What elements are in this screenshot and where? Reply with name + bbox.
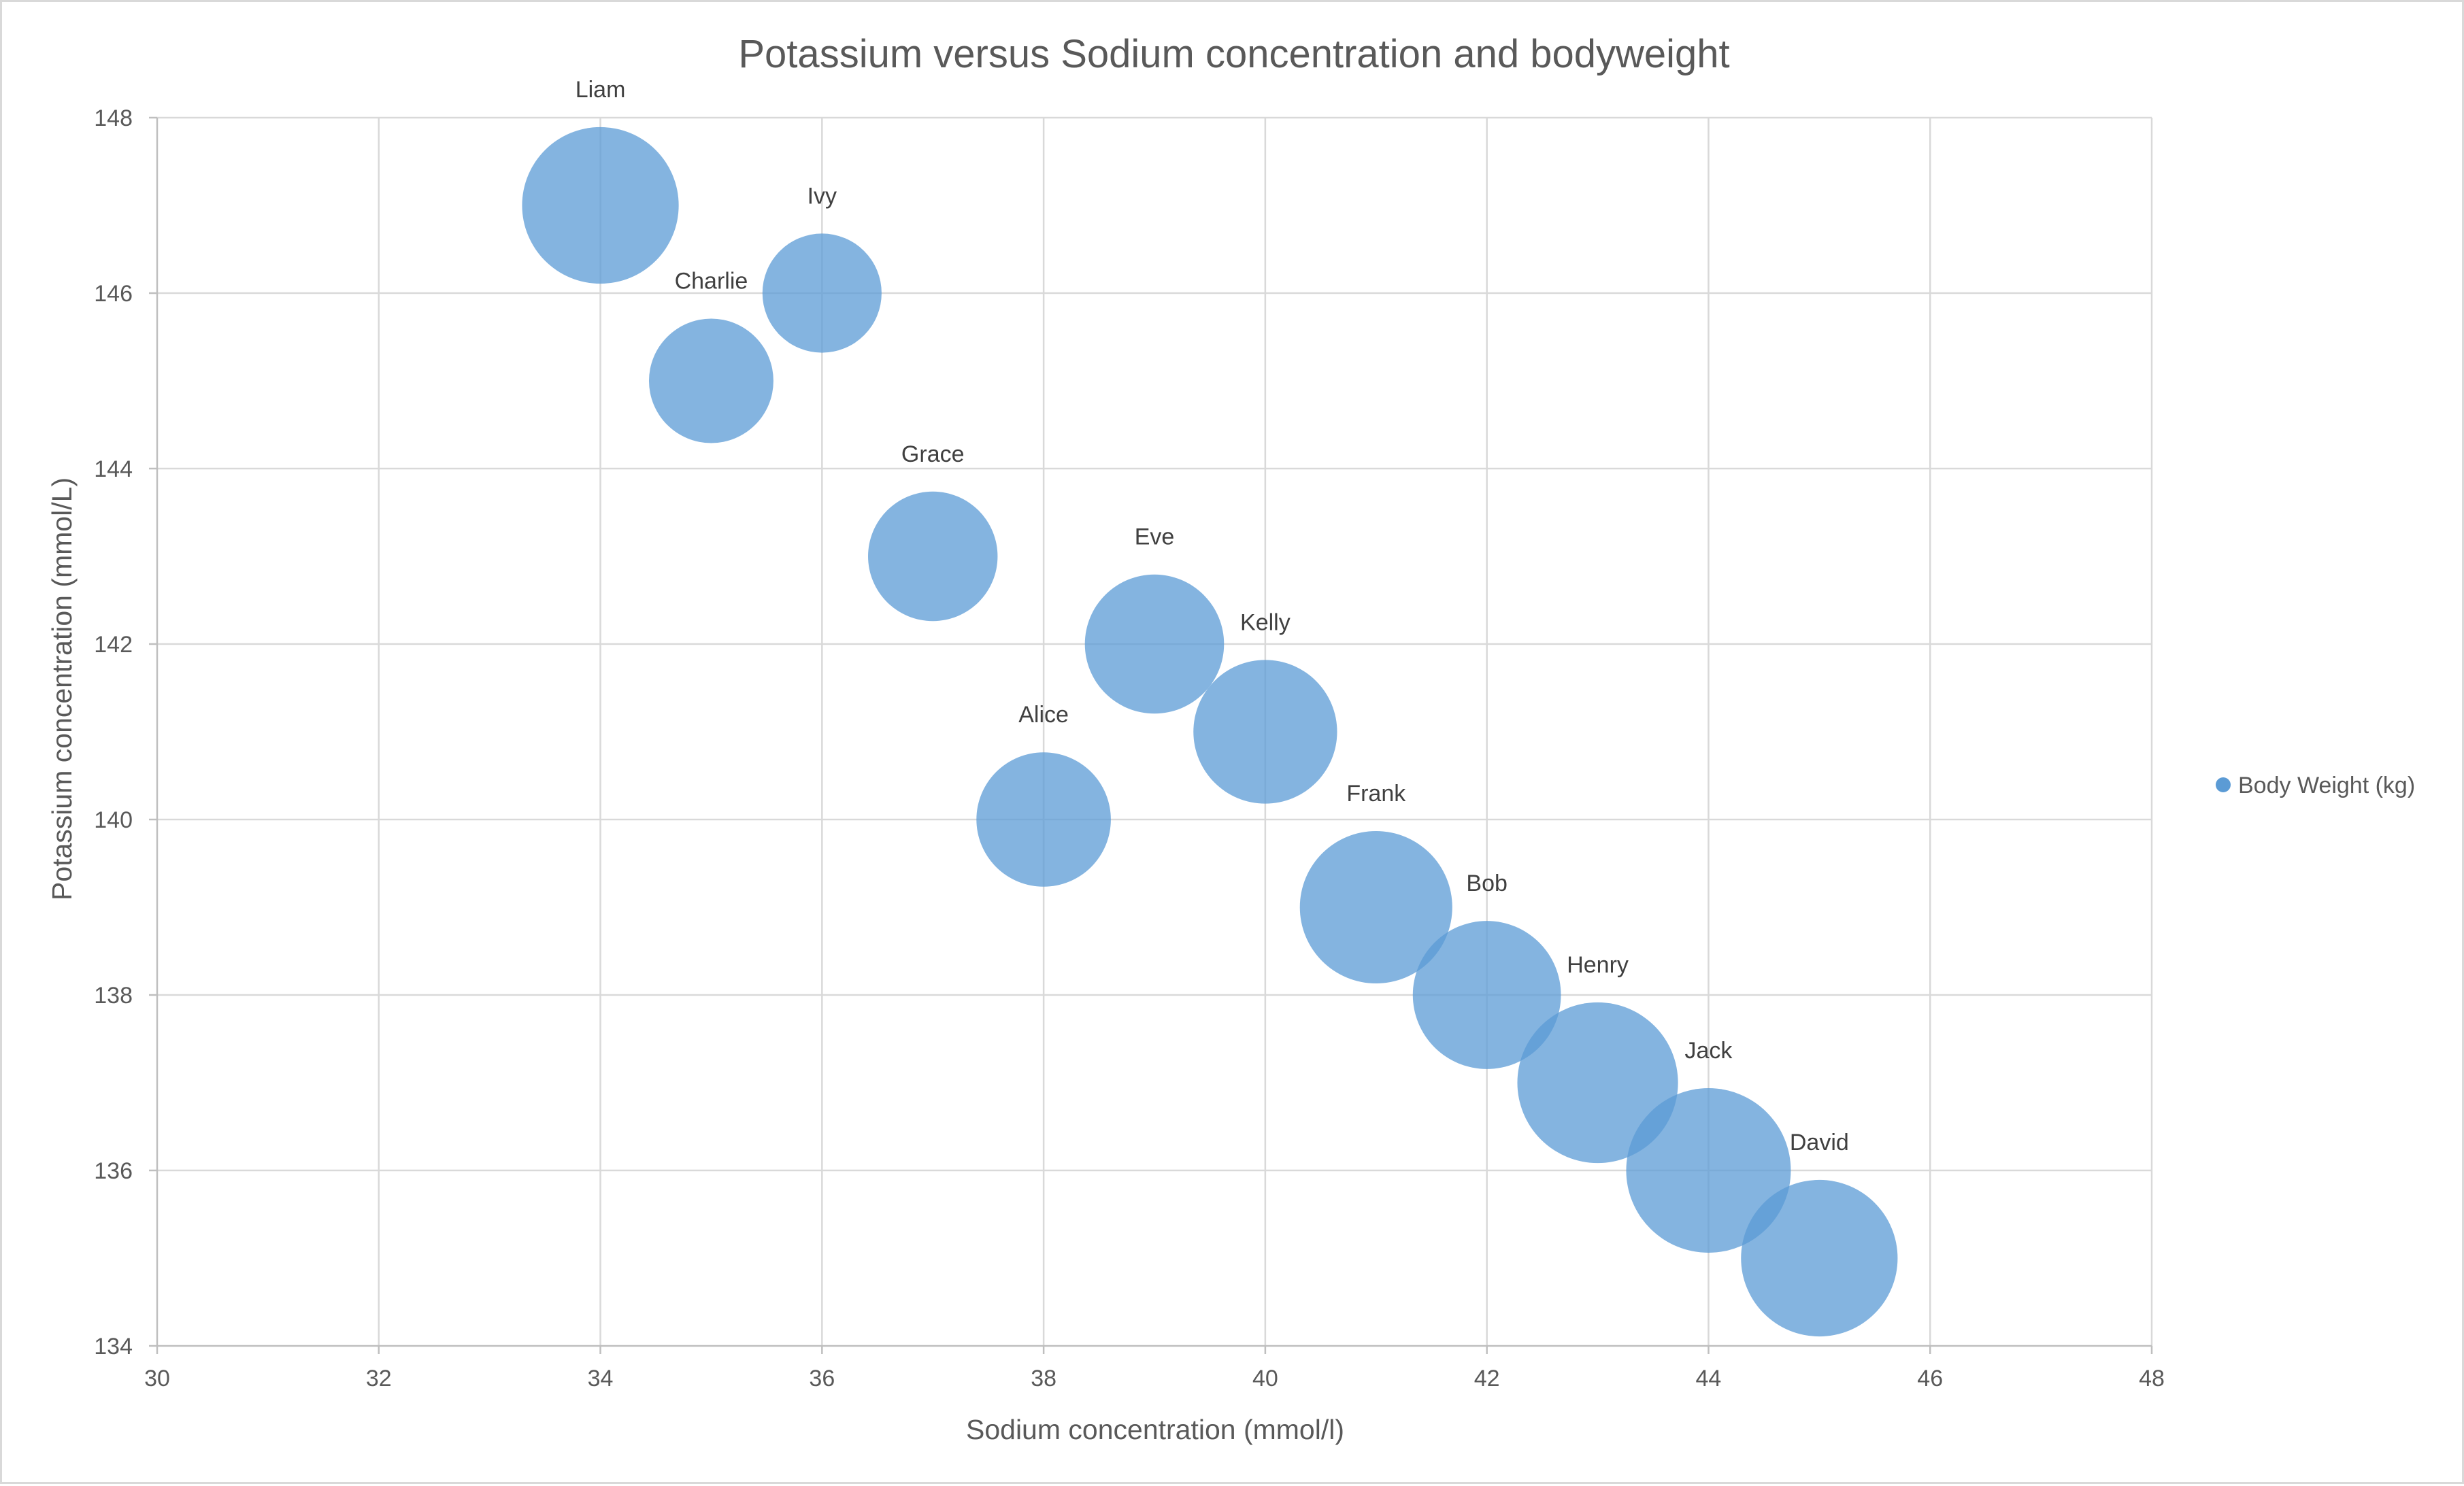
bubble-bob <box>1412 921 1561 1069</box>
bubble-label-eve: Eve <box>1135 524 1175 550</box>
chart-title: Potassium versus Sodium concentration an… <box>738 32 1729 76</box>
bubble-label-charlie: Charlie <box>675 269 748 294</box>
x-tick-label: 30 <box>144 1366 170 1391</box>
bubble-henry <box>1517 1002 1678 1164</box>
x-tick-label: 32 <box>366 1366 392 1391</box>
bubble-labels: Liam Ivy Charlie Grace Eve Kelly Alice Frank Bob… <box>576 77 1849 1155</box>
legend-marker <box>2216 777 2231 792</box>
x-axis-ticks: 30 32 34 36 38 40 42 44 46 48 <box>144 1346 2165 1391</box>
axes <box>156 118 2152 1347</box>
bubble-label-kelly: Kelly <box>1240 609 1291 635</box>
bubble-label-alice: Alice <box>1018 702 1069 728</box>
x-axis-title: Sodium concentration (mmol/l) <box>966 1414 1344 1445</box>
x-tick-label: 46 <box>1917 1366 1943 1391</box>
bubbles <box>522 126 1898 1337</box>
y-tick-label: 142 <box>94 632 133 658</box>
legend-label: Body Weight (kg) <box>2238 773 2415 798</box>
bubble-label-liam: Liam <box>576 77 626 103</box>
y-axis-ticks: 134 136 138 140 142 144 146 148 <box>94 105 157 1360</box>
x-tick-label: 44 <box>1696 1366 1722 1391</box>
y-tick-label: 136 <box>94 1158 133 1184</box>
bubble-grace <box>868 491 998 622</box>
x-tick-label: 34 <box>588 1366 614 1391</box>
bubble-label-jack: Jack <box>1684 1038 1733 1064</box>
y-tick-label: 138 <box>94 983 133 1009</box>
y-axis-title: Potassium concentration (mmol/L) <box>46 477 78 900</box>
legend: Body Weight (kg) <box>2216 773 2415 798</box>
x-tick-label: 38 <box>1031 1366 1056 1391</box>
bubble-eve <box>1084 574 1225 714</box>
y-tick-label: 148 <box>94 105 133 131</box>
bubble-liam <box>522 126 679 284</box>
bubble-david <box>1741 1179 1898 1337</box>
bubble-label-bob: Bob <box>1466 871 1508 896</box>
bubble-charlie <box>648 318 773 443</box>
bubble-jack <box>1626 1088 1791 1253</box>
y-tick-label: 134 <box>94 1334 133 1360</box>
x-tick-label: 42 <box>1474 1366 1500 1391</box>
x-tick-label: 40 <box>1252 1366 1278 1391</box>
bubble-kelly <box>1193 660 1337 804</box>
bubble-label-david: David <box>1790 1130 1849 1155</box>
gridlines <box>157 116 2153 1346</box>
bubble-ivy <box>762 233 882 353</box>
bubble-label-frank: Frank <box>1346 781 1406 807</box>
y-tick-label: 140 <box>94 807 133 833</box>
bubble-label-grace: Grace <box>901 441 965 467</box>
y-tick-label: 146 <box>94 281 133 307</box>
y-tick-label: 144 <box>94 456 133 482</box>
bubble-alice <box>976 752 1111 887</box>
x-tick-label: 36 <box>809 1366 835 1391</box>
x-tick-label: 48 <box>2139 1366 2165 1391</box>
bubble-label-henry: Henry <box>1567 952 1629 978</box>
bubble-frank <box>1299 830 1452 984</box>
bubble-label-ivy: Ivy <box>808 183 837 209</box>
